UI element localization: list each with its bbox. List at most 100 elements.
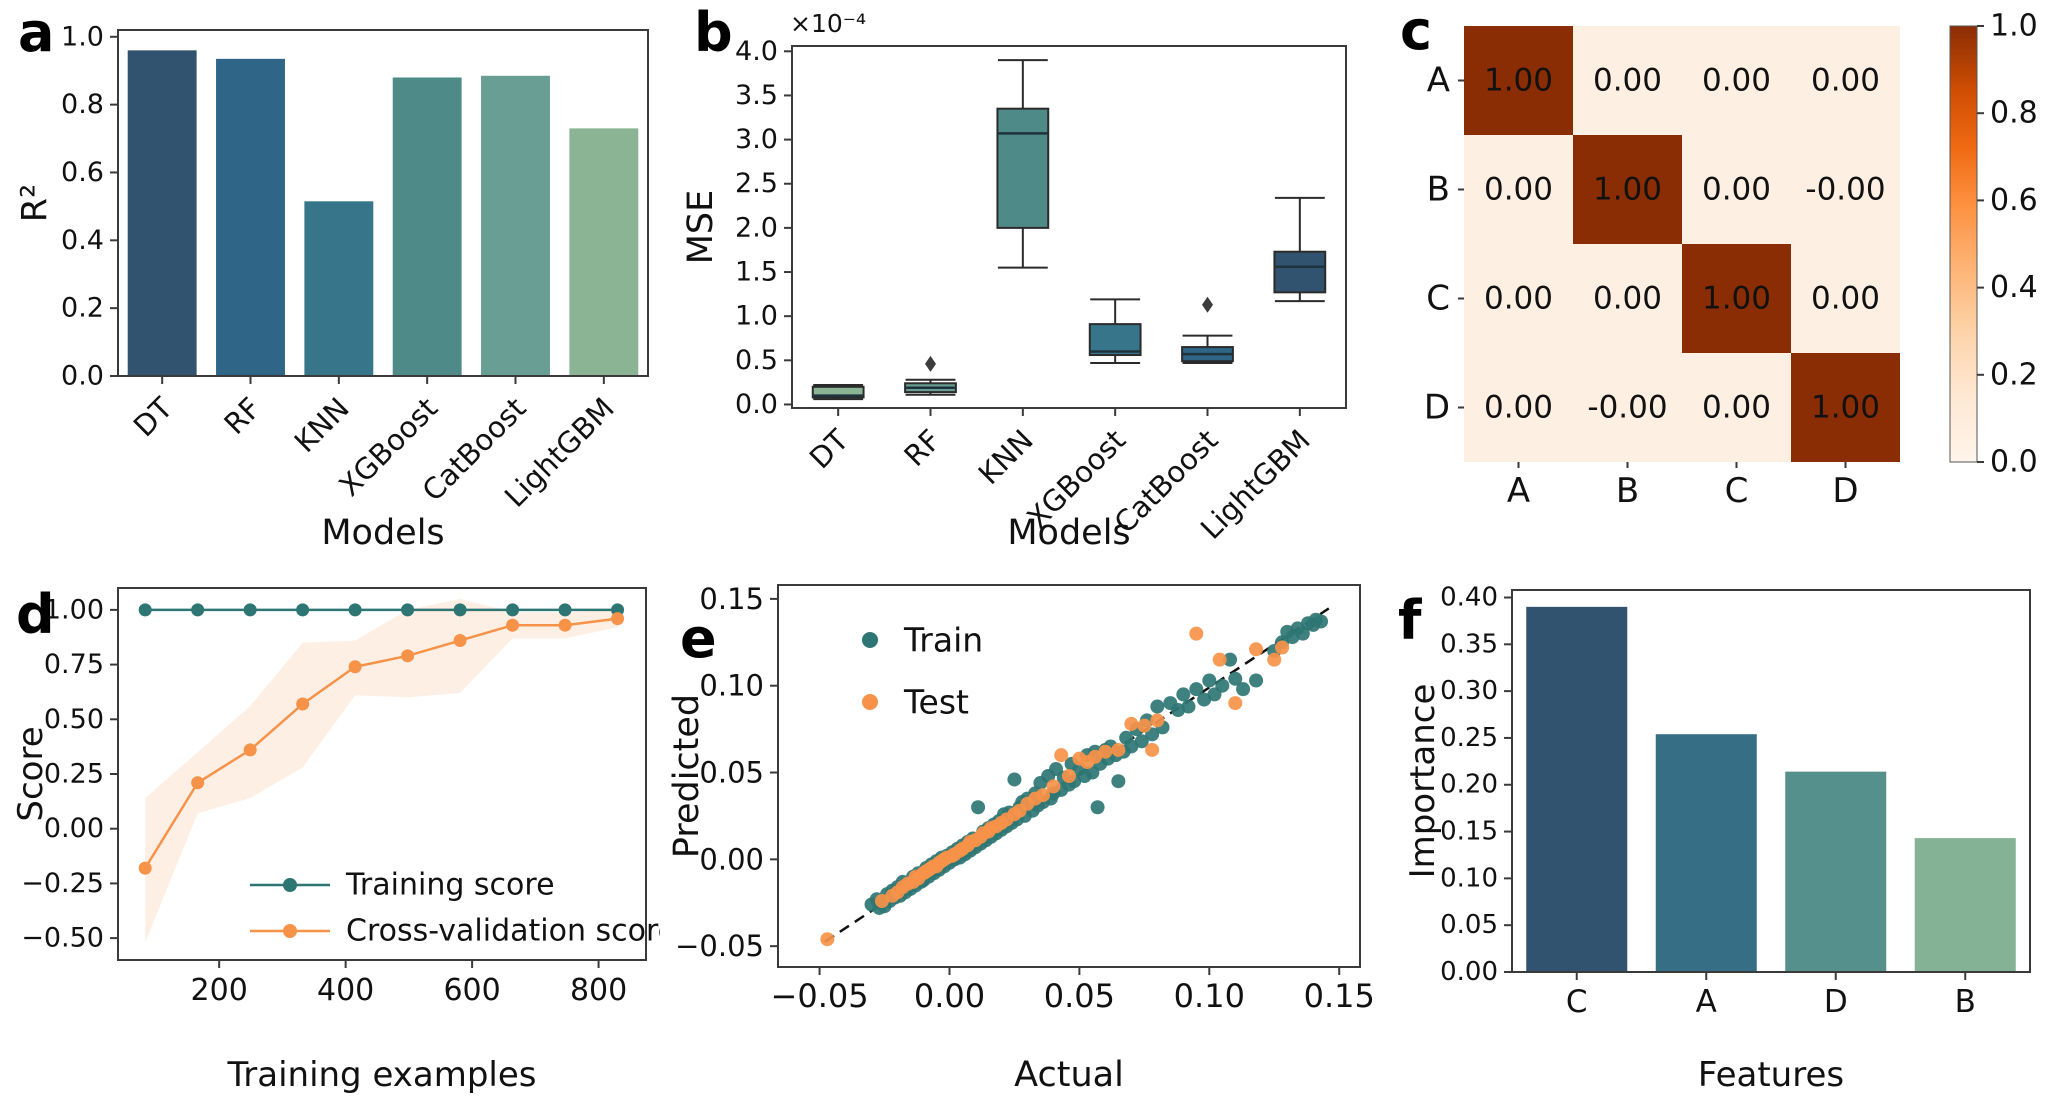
panel-e-pred-vs-actual: −0.05 0.00 0.05 0.10 0.15 −0.05 0.00 0.05 0.10 0.… xyxy=(660,560,1390,1102)
scatter-point xyxy=(1062,769,1076,783)
y-tick-label: 1.5 xyxy=(735,257,778,288)
x-tick-label: A xyxy=(1696,984,1717,1020)
panel-d-letter: d xyxy=(16,583,55,646)
bar-RF xyxy=(216,58,285,376)
x-tick-label: 400 xyxy=(317,973,374,1008)
y-axis: 0.0 0.2 0.4 0.6 0.8 1.0 xyxy=(61,21,118,392)
cell-value: 0.00 xyxy=(1593,281,1662,317)
y-tick-label: −0.25 xyxy=(21,868,104,899)
axes-frame xyxy=(791,45,1347,409)
y-tick-label: 0.20 xyxy=(1440,770,1498,800)
cell-BA xyxy=(1464,135,1573,244)
heatmap-axes: A B C D A B C D xyxy=(1424,61,1859,512)
x-tick-label: KNN xyxy=(972,423,1040,491)
y-tick-label: 0.0 xyxy=(61,361,104,392)
cell-AC xyxy=(1682,26,1791,135)
x-axis: 200 400 600 800 xyxy=(191,960,627,1008)
cell-value: 0.00 xyxy=(1702,172,1771,208)
cell-value: 0.00 xyxy=(1484,390,1553,426)
cell-BD xyxy=(1791,135,1900,244)
x-tick-label: B xyxy=(1955,984,1976,1020)
scatter-point xyxy=(1275,640,1290,655)
x-tick-label: 200 xyxy=(191,973,248,1008)
y-axis-label: MSE xyxy=(681,190,721,265)
x-axis-label: Models xyxy=(1007,513,1130,553)
cell-CB xyxy=(1573,244,1682,353)
scatter-point xyxy=(1090,800,1105,815)
data-point xyxy=(506,603,520,617)
cell-value: 1.00 xyxy=(1811,390,1880,426)
boxplots xyxy=(811,59,1327,401)
axes-frame xyxy=(117,29,649,377)
scatter-point xyxy=(1189,626,1204,641)
scatter-point xyxy=(1150,713,1165,728)
y-tick-label: 0.00 xyxy=(1440,957,1498,987)
data-point xyxy=(401,649,415,663)
cell-CD xyxy=(1791,244,1900,353)
y-tick-label: 0.30 xyxy=(1440,676,1498,706)
scatter-point xyxy=(1111,742,1126,757)
legend-label: Training score xyxy=(345,868,555,903)
box-CatBoost xyxy=(1181,296,1234,364)
r2-bar-chart: 0.00.20.40.60.81.0DT RF KNNXGBoostCatBoost… xyxy=(15,21,649,553)
y-tick-label: 0.0 xyxy=(735,389,778,420)
bar-KNN xyxy=(304,201,374,376)
colorbar-tick-label: 0.4 xyxy=(1990,270,2038,305)
cell-value: 0.00 xyxy=(1811,63,1880,99)
y-tick-label: 0.00 xyxy=(44,813,104,844)
x-tick-label: C xyxy=(1566,984,1588,1020)
cell-value: 0.00 xyxy=(1702,63,1771,99)
cell-value: -0.00 xyxy=(1805,172,1885,208)
mse-box-plot: 0.00.51.01.52.02.53.03.54.0DT RF KNNXGBoos… xyxy=(681,9,1347,553)
data-point xyxy=(453,603,467,617)
scatter-point xyxy=(1087,749,1102,764)
y-axis-label: R² xyxy=(15,184,55,222)
panel-a-letter: a xyxy=(18,1,55,64)
bar-DT xyxy=(127,50,197,377)
feature-importance-bar-chart: 0.00 0.05 0.10 0.15 0.20 0.25 0.30 0.35 0.40 C A D B… xyxy=(1403,582,2031,1095)
x-tick-label: 0.05 xyxy=(1044,977,1115,1015)
scatter-point xyxy=(1236,682,1251,697)
legend-label: Cross-validation score xyxy=(346,914,660,949)
panel-b-letter: b xyxy=(694,1,733,64)
x-tick-label: 800 xyxy=(570,973,627,1008)
data-point xyxy=(506,618,520,632)
scatter-point xyxy=(1223,652,1238,667)
row-label: A xyxy=(1427,61,1450,101)
cell-AD xyxy=(1791,26,1900,135)
bar-A xyxy=(1655,734,1757,972)
scatter-point xyxy=(1212,652,1227,667)
series-training-score xyxy=(138,603,625,617)
bar-C xyxy=(1526,606,1628,972)
y-tick-label: 0.10 xyxy=(1440,863,1498,893)
cell-value: 0.00 xyxy=(1484,172,1553,208)
row-label: D xyxy=(1424,388,1450,428)
outlier-marker xyxy=(925,355,936,372)
scatter-point xyxy=(1137,718,1152,733)
data-point xyxy=(453,634,467,648)
col-label: C xyxy=(1725,471,1749,511)
y-tick-label: 0.00 xyxy=(699,842,764,876)
y-tick-label: 3.5 xyxy=(735,80,778,111)
scatter-point xyxy=(1036,788,1051,803)
y-tick-label: 0.5 xyxy=(735,345,778,376)
legend: Training score Cross-validation score xyxy=(250,868,660,949)
scatter-point xyxy=(1176,687,1191,702)
x-axis-label: Actual xyxy=(1014,1055,1124,1095)
x-tick-label: 0.00 xyxy=(914,977,985,1015)
y-tick-label: −0.50 xyxy=(21,923,104,954)
colorbar-tick-label: 0.2 xyxy=(1990,357,2038,392)
bar-D xyxy=(1785,771,1887,972)
y-tick-label: 4.0 xyxy=(735,36,778,67)
y-tick-label: 0.15 xyxy=(1440,817,1498,847)
cell-value: 0.00 xyxy=(1811,281,1880,317)
scatter-point xyxy=(1098,744,1113,759)
learning-curve-chart: −0.50 −0.25 0.00 0.25 0.50 0.75 1.00 200 400 600 8… xyxy=(11,587,660,1095)
y-axis: 0.00 0.05 0.10 0.15 0.20 0.25 0.30 0.35 0.40 xyxy=(1440,582,1512,987)
y-tick-label: 0.05 xyxy=(1440,910,1498,940)
x-tick-label: 0.15 xyxy=(1304,977,1375,1015)
x-tick-label: 0.10 xyxy=(1174,977,1245,1015)
y-tick-label: 0.25 xyxy=(1440,723,1498,753)
scatter-point xyxy=(971,800,986,815)
